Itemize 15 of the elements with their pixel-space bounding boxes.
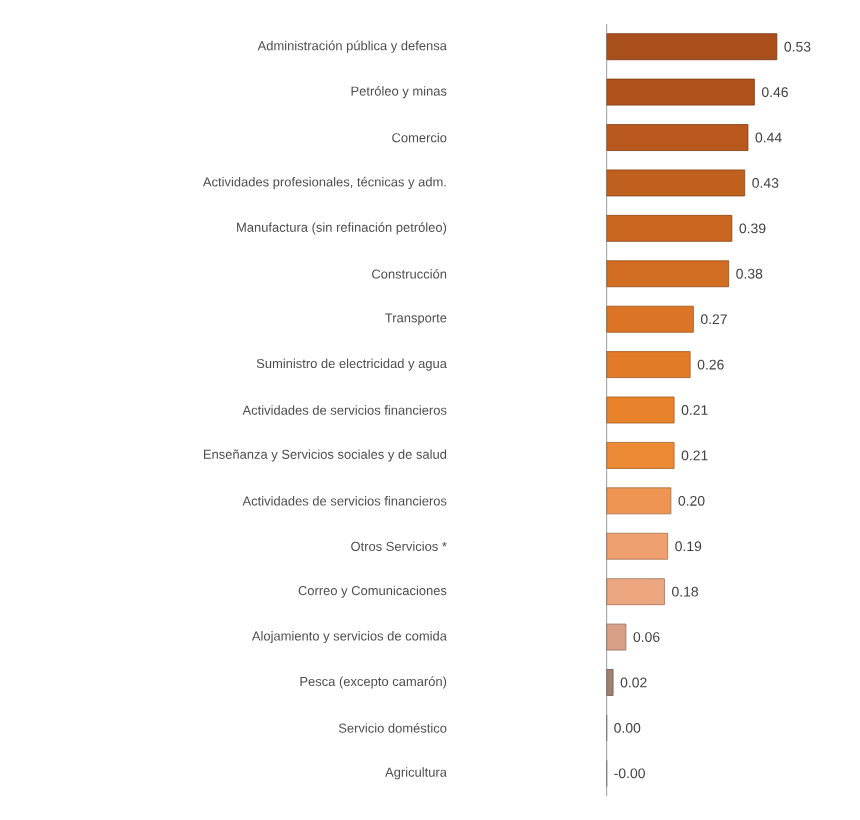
bar [606, 396, 675, 424]
bar [606, 260, 730, 288]
bar [606, 33, 778, 61]
bar [606, 214, 733, 242]
bar [606, 669, 614, 696]
bar [606, 532, 669, 560]
bar [606, 351, 691, 378]
bar [606, 623, 627, 651]
bar [606, 578, 665, 606]
bar [606, 442, 675, 469]
bar [606, 487, 672, 515]
bar [606, 305, 694, 333]
bar [606, 78, 755, 106]
bar [606, 124, 749, 151]
bar [606, 169, 746, 197]
